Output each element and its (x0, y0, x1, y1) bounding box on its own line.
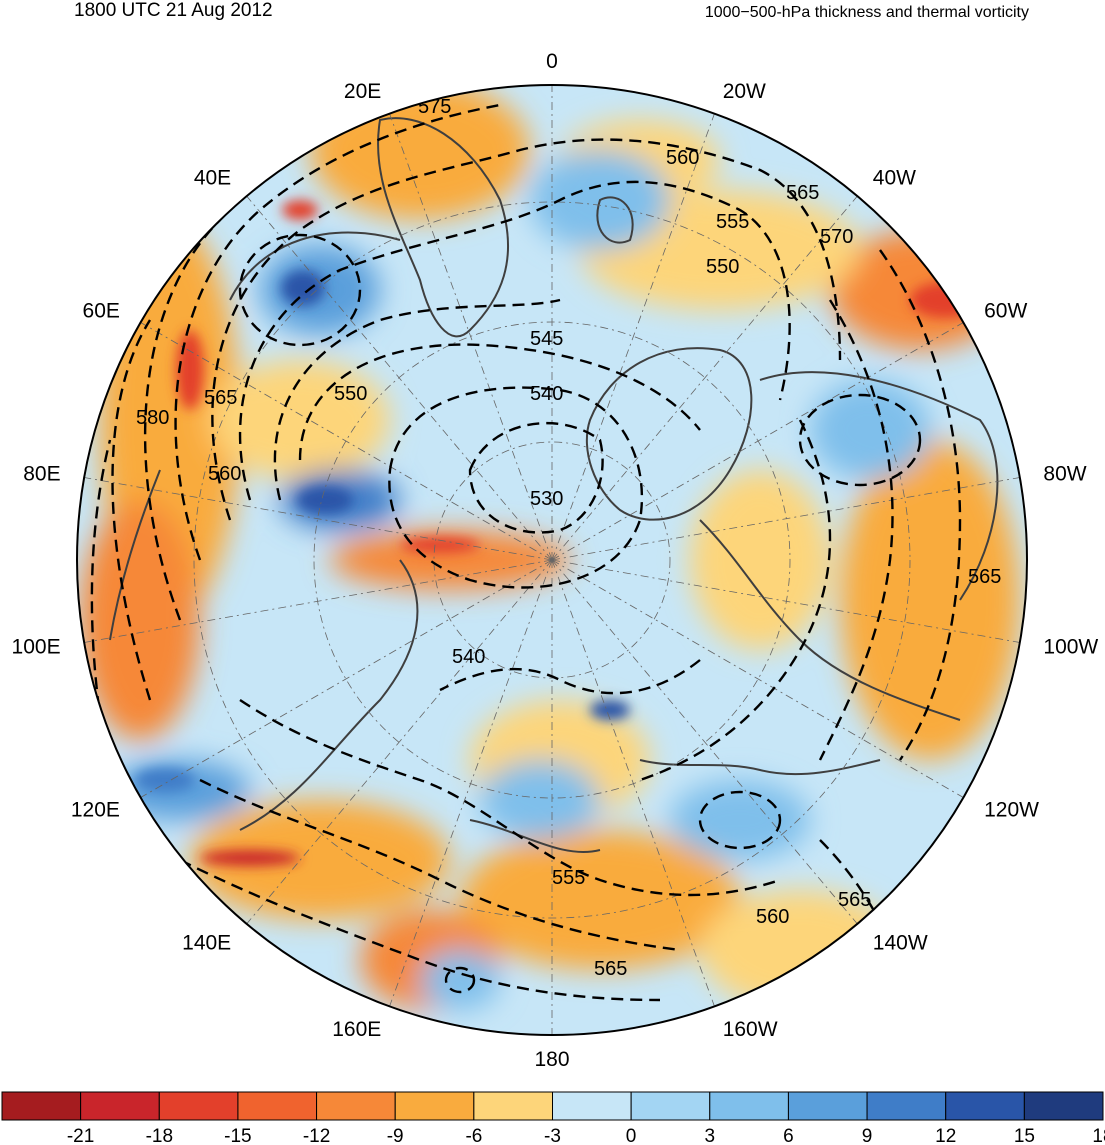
meridian-line (551, 559, 1020, 643)
contour-labels: 575 560 565 555 570 550 545 540 550 565 … (136, 96, 1001, 980)
colorbar-swatch (80, 1091, 160, 1121)
colorbar-swatch (158, 1091, 239, 1121)
meridian-line (140, 559, 553, 798)
meridian-line (551, 113, 715, 561)
longitude-label: 60E (83, 300, 120, 323)
meridian-line (551, 559, 858, 925)
meridian-line (389, 113, 553, 561)
longitude-label: 60W (984, 300, 1027, 323)
colorbar-tick-label: 0 (626, 1126, 637, 1145)
longitude-label: 160W (723, 1018, 778, 1041)
coastlines (109, 117, 999, 853)
map-boundary (76, 84, 1028, 1036)
meridian-line (551, 322, 964, 561)
colorbar-swatch (473, 1091, 553, 1121)
contour-label: 540 (530, 383, 563, 405)
colorbar: -21-18-15-12-9-6-3036912151821 (1, 1091, 1105, 1145)
colorbar-tick-label: -9 (387, 1126, 404, 1145)
longitude-labels: 0 20W 40W 60W 80W 100W 120W 140W 160W 180 160E 140E… (12, 50, 1099, 1071)
contour-label: 560 (208, 463, 241, 485)
contour-label: 560 (666, 147, 699, 169)
colorbar-tick-label: 12 (935, 1126, 956, 1145)
colorbar-swatch (709, 1091, 789, 1121)
colorbar-swatch (787, 1091, 868, 1121)
thickness-contours (90, 103, 962, 1002)
colorbar-tick-label: 18 (1092, 1126, 1105, 1145)
longitude-label: 120E (71, 799, 120, 822)
contour-label: 565 (204, 387, 237, 409)
longitude-label: 20E (344, 80, 381, 103)
contour-label: 555 (716, 211, 749, 233)
colorbar-tick-label: -12 (303, 1126, 330, 1145)
meridian-line (246, 195, 553, 561)
meridian-line (551, 477, 1020, 561)
polar-map: 575 560 565 555 570 550 545 540 550 565 … (12, 50, 1099, 1071)
longitude-label: 140E (182, 931, 231, 954)
field-title: 1000−500-hPa thickness and thermal vorti… (704, 4, 1029, 21)
colorbar-swatch (1023, 1091, 1104, 1121)
contour-label: 545 (530, 328, 563, 350)
meridian-line (551, 195, 858, 561)
meridian-line (389, 559, 553, 1007)
longitude-label: 40W (873, 167, 916, 190)
longitude-label: 80E (23, 462, 60, 485)
colorbar-tick-label: 6 (783, 1126, 794, 1145)
longitude-label: 100W (1043, 636, 1098, 659)
contour-label: 555 (552, 867, 585, 889)
contour-label: 550 (334, 383, 367, 405)
contour-label: 580 (136, 407, 169, 429)
longitude-label: 20W (723, 80, 766, 103)
vorticity-field: 575 560 565 555 570 550 545 540 550 565 … (77, 85, 1027, 1035)
contour-label: 530 (530, 488, 563, 510)
contour-label: 565 (838, 889, 871, 911)
colorbar-tick-label: -3 (544, 1126, 561, 1145)
meridian-line (246, 559, 553, 925)
meridian-line (84, 559, 553, 643)
contour-label: 560 (756, 906, 789, 928)
valid-time-title: 1800 UTC 21 Aug 2012 (74, 0, 273, 21)
colorbar-swatch (866, 1091, 947, 1121)
contour-label: 540 (452, 646, 485, 668)
contour-label: 550 (706, 256, 739, 278)
colorbar-swatch (316, 1091, 396, 1121)
longitude-label: 120W (984, 799, 1039, 822)
contour-label: 565 (594, 958, 627, 980)
longitude-label: 40E (194, 167, 231, 190)
colorbar-swatch (945, 1091, 1025, 1121)
meridian-line (84, 477, 553, 561)
colorbar-tick-label: 3 (705, 1126, 716, 1145)
contour-label: 565 (786, 182, 819, 204)
longitude-label: 100E (12, 636, 61, 659)
colorbar-tick-label: -21 (67, 1126, 94, 1145)
contour-label: 565 (968, 566, 1001, 588)
meridian-line (551, 559, 964, 798)
colorbar-tick-label: -18 (146, 1126, 173, 1145)
longitude-label: 180 (534, 1048, 569, 1071)
longitude-label: 160E (332, 1018, 381, 1041)
colorbar-swatch (394, 1091, 475, 1121)
longitude-label: 140W (873, 931, 928, 954)
colorbar-swatch (1, 1091, 82, 1121)
meridian-line (551, 559, 715, 1007)
longitude-label: 80W (1043, 462, 1086, 485)
colorbar-swatch (552, 1091, 632, 1121)
colorbar-swatch (237, 1091, 318, 1121)
colorbar-tick-label: 15 (1014, 1126, 1035, 1145)
contour-label: 570 (820, 226, 853, 248)
longitude-label: 0 (546, 50, 558, 73)
colorbar-swatch (630, 1091, 711, 1121)
colorbar-tick-label: 9 (862, 1126, 873, 1145)
colorbar-tick-label: -15 (224, 1126, 251, 1145)
colorbar-tick-label: -6 (465, 1126, 482, 1145)
meridian-line (140, 322, 553, 561)
